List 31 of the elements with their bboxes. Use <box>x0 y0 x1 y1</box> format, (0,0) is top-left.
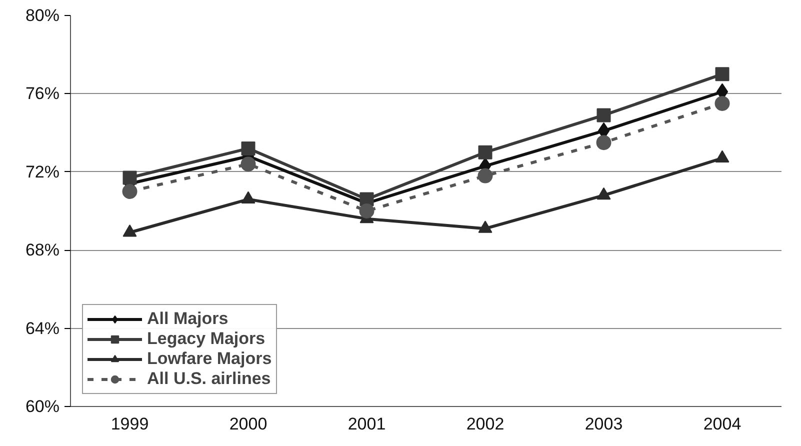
y-tick-label: 72% <box>25 162 60 182</box>
point <box>596 187 611 200</box>
point <box>714 96 730 111</box>
x-tick-label: 2002 <box>466 414 504 434</box>
point <box>122 184 138 199</box>
y-tick-label: 76% <box>25 84 60 104</box>
x-tick-label: 2001 <box>348 414 386 434</box>
y-tick-label: 64% <box>25 318 60 338</box>
y-tick-label: 80% <box>25 6 60 25</box>
y-tick-label: 60% <box>25 397 60 416</box>
point <box>122 170 137 185</box>
point <box>478 220 492 233</box>
point <box>241 141 256 156</box>
point <box>478 145 492 160</box>
point <box>359 204 374 218</box>
point <box>478 168 493 184</box>
point <box>240 156 256 172</box>
legend-label: Legacy Majors <box>147 329 266 349</box>
x-tick-label: 2004 <box>703 414 742 434</box>
legend-label: All Majors <box>147 309 228 329</box>
point <box>241 191 256 204</box>
x-tick-label: 2003 <box>584 414 623 434</box>
x-tick-label: 1999 <box>110 414 149 434</box>
point <box>715 67 730 82</box>
point <box>122 224 137 237</box>
point <box>596 135 612 150</box>
point <box>596 108 611 122</box>
x-tick-label: 2000 <box>229 414 268 434</box>
legend-label: Lowfare Majors <box>147 349 272 369</box>
y-tick-label: 68% <box>25 240 60 260</box>
legend-label: All U.S. airlines <box>147 369 271 389</box>
